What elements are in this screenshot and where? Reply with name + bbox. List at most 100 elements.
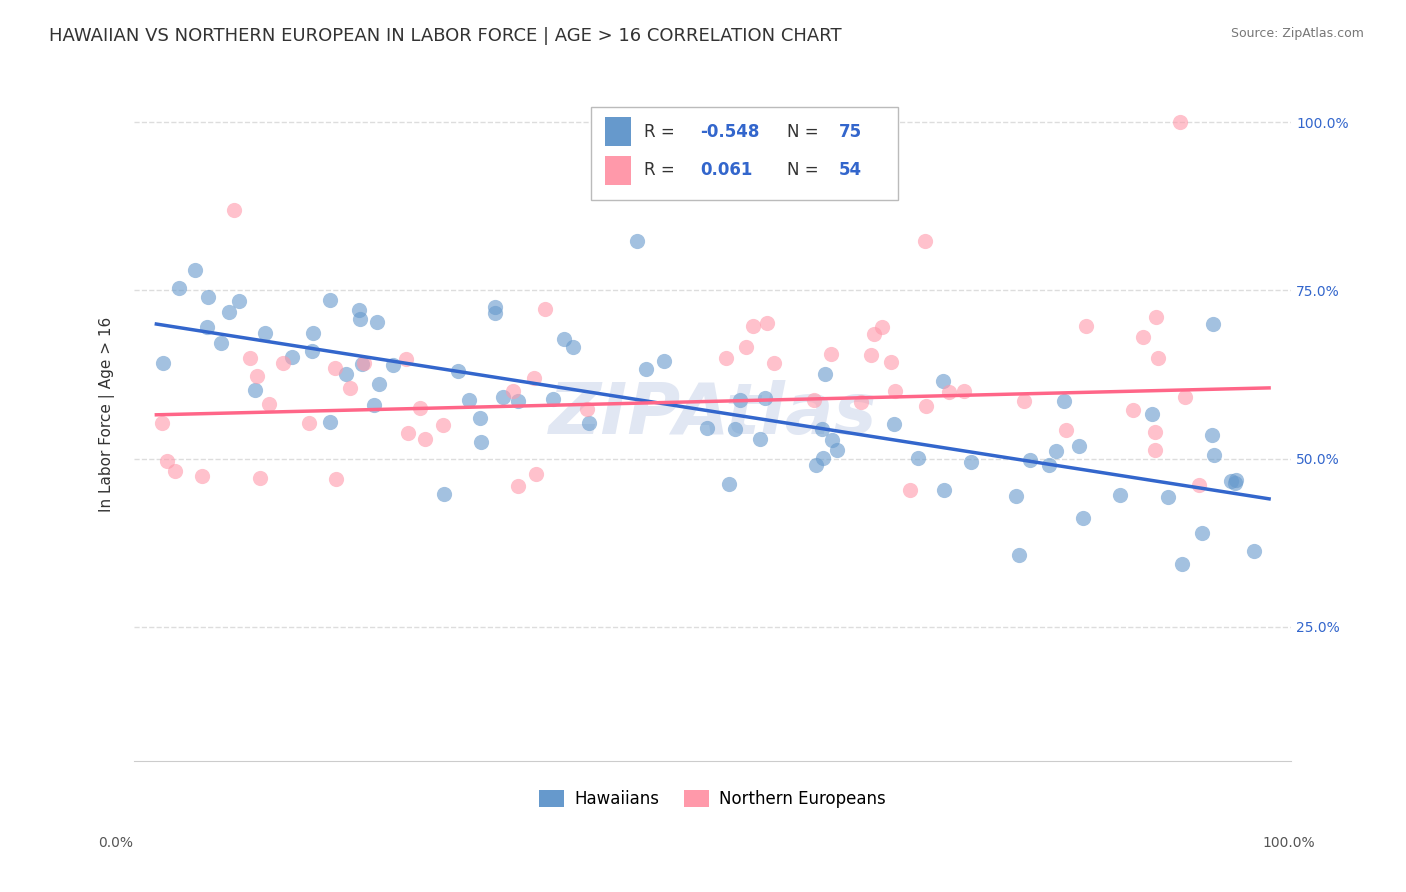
Point [458, 393, 481, 408]
Point [508, 394, 530, 409]
Point [163, 464, 186, 478]
Point [155, 454, 177, 468]
Point [259, 397, 281, 411]
Point [1109, 488, 1132, 502]
Point [821, 434, 844, 448]
Point [484, 306, 506, 320]
Text: Source: ZipAtlas.com: Source: ZipAtlas.com [1230, 27, 1364, 40]
Point [254, 326, 277, 340]
Point [218, 305, 240, 319]
Point [870, 319, 893, 334]
Point [366, 315, 388, 329]
Point [914, 234, 936, 248]
Point [470, 434, 492, 449]
Point [353, 356, 375, 370]
Point [1122, 402, 1144, 417]
Point [898, 483, 921, 497]
Point [183, 263, 205, 277]
Point [349, 311, 371, 326]
Point [863, 327, 886, 342]
Point [883, 417, 905, 431]
Point [523, 370, 546, 384]
Text: -0.548: -0.548 [700, 122, 759, 141]
Point [470, 411, 492, 425]
FancyBboxPatch shape [605, 117, 630, 146]
Point [347, 303, 370, 318]
Point [271, 356, 294, 370]
Point [696, 421, 718, 435]
Point [150, 417, 173, 431]
Point [636, 362, 658, 376]
Point [1074, 318, 1097, 333]
Legend: Hawaiians, Northern Europeans: Hawaiians, Northern Europeans [533, 783, 893, 815]
Text: 54: 54 [839, 161, 862, 179]
Point [1201, 428, 1223, 442]
Point [1174, 391, 1197, 405]
Point [352, 357, 374, 371]
Point [1191, 525, 1213, 540]
Point [534, 301, 557, 316]
Point [804, 458, 827, 472]
Point [1012, 393, 1035, 408]
Y-axis label: In Labor Force | Age > 16: In Labor Force | Age > 16 [100, 318, 115, 512]
Point [915, 399, 938, 413]
Point [432, 418, 454, 433]
Point [363, 398, 385, 412]
Point [339, 381, 361, 395]
Point [1204, 448, 1226, 462]
Point [811, 450, 834, 465]
Point [152, 356, 174, 370]
Point [335, 367, 357, 381]
Point [717, 477, 740, 491]
Point [820, 347, 842, 361]
Point [755, 316, 778, 330]
Point [302, 326, 325, 340]
Point [1225, 473, 1247, 487]
Point [741, 319, 763, 334]
Point [934, 483, 956, 497]
Text: HAWAIIAN VS NORTHERN EUROPEAN IN LABOR FORCE | AGE > 16 CORRELATION CHART: HAWAIIAN VS NORTHERN EUROPEAN IN LABOR F… [49, 27, 842, 45]
Point [626, 234, 648, 248]
Point [298, 417, 321, 431]
Point [1038, 458, 1060, 472]
Point [814, 367, 837, 381]
Text: 100.0%: 100.0% [1263, 836, 1315, 850]
Point [281, 351, 304, 365]
Point [883, 384, 905, 399]
Point [960, 455, 983, 469]
Point [224, 202, 246, 217]
Text: R =: R = [644, 122, 681, 141]
Point [1140, 408, 1163, 422]
Point [953, 384, 976, 399]
Point [1071, 511, 1094, 525]
Point [724, 421, 747, 435]
Point [243, 383, 266, 397]
Point [1157, 490, 1180, 504]
FancyBboxPatch shape [591, 107, 898, 200]
Point [1054, 423, 1077, 437]
Point [1132, 330, 1154, 344]
Text: N =: N = [787, 122, 824, 141]
Point [553, 332, 575, 346]
Point [1202, 317, 1225, 331]
Text: N =: N = [787, 161, 824, 179]
Point [524, 467, 547, 481]
Point [319, 415, 342, 429]
Point [319, 293, 342, 307]
Point [447, 364, 470, 378]
Point [825, 442, 848, 457]
Point [395, 352, 418, 367]
Point [169, 281, 191, 295]
Point [195, 320, 218, 334]
Point [1219, 474, 1241, 488]
Point [433, 487, 456, 501]
Point [1067, 439, 1090, 453]
Point [714, 351, 737, 365]
Point [249, 471, 271, 485]
Text: ZIPAtlas: ZIPAtlas [548, 380, 877, 450]
Point [730, 392, 752, 407]
Point [1004, 489, 1026, 503]
Point [849, 395, 872, 409]
Point [749, 432, 772, 446]
Point [190, 469, 212, 483]
